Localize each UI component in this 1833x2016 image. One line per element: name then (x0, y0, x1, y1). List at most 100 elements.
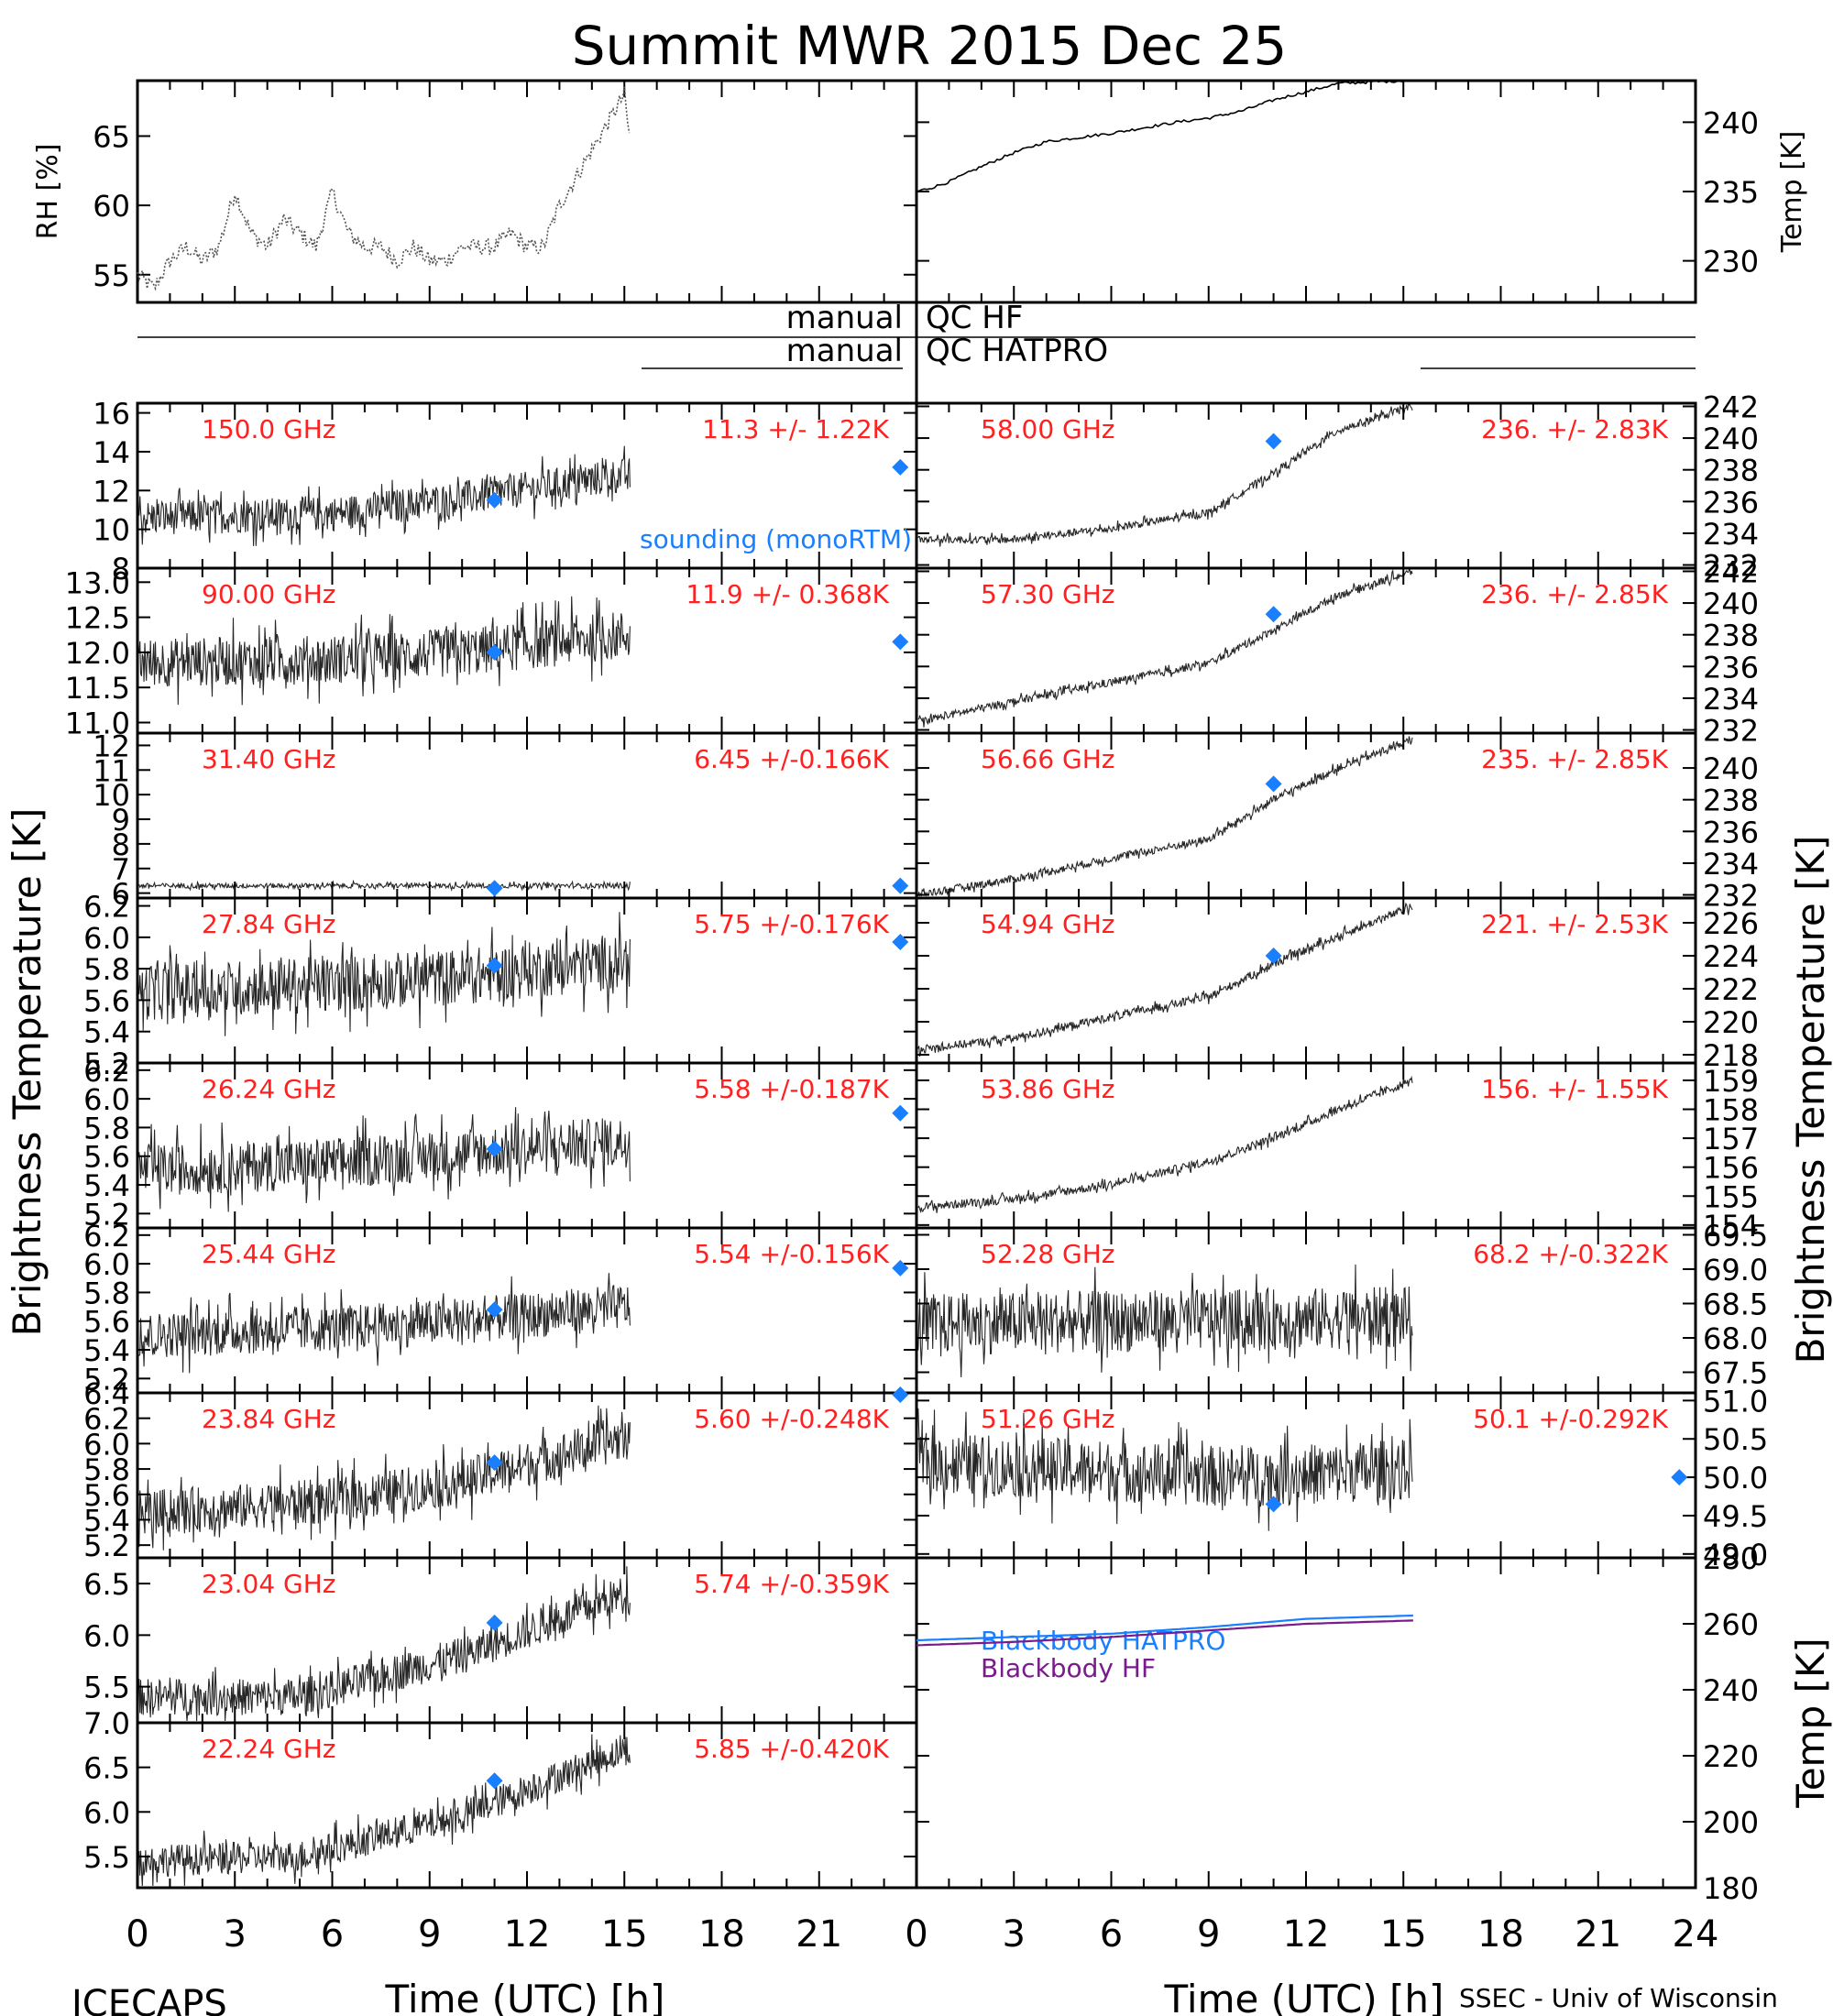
y-tick-label: 240 (1703, 422, 1759, 456)
tb5126-series (917, 1408, 1413, 1531)
tb5228-series (917, 1264, 1413, 1378)
tb5494-channel-label: 54.94 GHz (981, 909, 1115, 939)
y-tick-label: 6.0 (83, 921, 130, 956)
y-tick-label: 5.5 (83, 1840, 130, 1875)
y-tick-label: 230 (1703, 245, 1759, 279)
y-tick-label: 157 (1703, 1122, 1759, 1156)
tb262-channel-label: 26.24 GHz (202, 1074, 336, 1104)
sounding-marker (1265, 1496, 1282, 1513)
y-tick-label: 236 (1703, 650, 1759, 685)
tb5730-series (917, 568, 1413, 728)
y-tick-label: 156 (1703, 1151, 1759, 1186)
y-tick-label: 220 (1703, 1005, 1759, 1040)
panel-tb5126: 49.0 49.550.0 50.551.0 51.26 GHz 50.1 +/-0.2… (915, 1384, 1768, 1572)
tb238-stats-label: 5.60 +/-0.248K (694, 1404, 889, 1434)
y-tick-label: 5.2 (83, 1362, 130, 1397)
y-tick-label: 6.0 (83, 1082, 130, 1117)
sounding-marker (486, 880, 503, 897)
y-tick-label: 6.4 (83, 1376, 130, 1411)
tb5228-stats-label: 68.2 +/-0.322K (1473, 1239, 1668, 1269)
blackbody-frame (915, 1556, 1697, 1890)
y-tick-label: 158 (1703, 1093, 1759, 1128)
tb230-series (138, 1566, 631, 1722)
panel-tb230: 5.5 6.0 6.5 23.04 GHz 5.74 +/-0.359K (83, 1556, 918, 1725)
tb150-stats-label: 11.3 +/- 1.22K (702, 414, 889, 444)
tb238-channel-label: 23.84 GHz (202, 1404, 336, 1434)
y-tick-label: 232 (1703, 714, 1759, 749)
y-tick-label: 11.0 (65, 707, 130, 741)
y-tick-label: 69.0 (1703, 1253, 1768, 1287)
y-tick-label: 234 (1703, 517, 1759, 552)
y-tick-label: 7 (112, 852, 130, 887)
tb230-channel-label: 23.04 GHz (202, 1569, 336, 1599)
tb5126-stats-label: 50.1 +/-0.292K (1473, 1404, 1668, 1434)
y-tick-label: 242 (1703, 389, 1759, 424)
tb90-stats-label: 11.9 +/- 0.368K (686, 579, 889, 609)
y-tick-label: 232 (1703, 549, 1759, 584)
y-tick-label: 6.2 (83, 1402, 130, 1437)
x-tick-label: 24 (1673, 1913, 1719, 1956)
y-tick-label: 10 (93, 513, 130, 548)
y-tick-label: 10 (93, 778, 130, 813)
tb278-series (138, 912, 631, 1036)
sounding-marker (486, 1614, 503, 1631)
y-tick-label: 280 (1703, 1541, 1759, 1576)
tb31-stats-label: 6.45 +/-0.166K (694, 744, 889, 774)
tb262-stats-label: 5.58 +/-0.187K (694, 1074, 889, 1104)
sounding-marker (1265, 948, 1282, 964)
y-tick-label: 50.5 (1703, 1422, 1768, 1457)
y-tick-label: 235 (1703, 175, 1759, 210)
tb254-channel-label: 25.44 GHz (202, 1239, 336, 1269)
x-axis-label-left: Time (UTC) [h] (385, 1977, 665, 2016)
y-tick-label: 155 (1703, 1179, 1759, 1214)
y-tick-label: 218 (1703, 1038, 1759, 1073)
tb5386-series (917, 1075, 1413, 1214)
temp-axis-label: Temp [K] (1776, 131, 1808, 254)
chart-title: Summit MWR 2015 Dec 25 (572, 15, 1288, 77)
sounding-marker (486, 491, 503, 509)
y-tick-label: 6.0 (83, 1618, 130, 1653)
panel-tb254: 5.25.45.65.86.06.2 25.44 GHz 5.54 +/-0.156… (83, 1219, 918, 1397)
panel-tb278: 5.25.45.65.86.06.2 27.84 GHz 5.75 +/-0.176… (83, 890, 918, 1081)
y-tick-label: 5.4 (83, 1333, 130, 1368)
y-tick-label: 68.0 (1703, 1321, 1768, 1356)
tb5800-series (917, 404, 1413, 547)
y-tick-label: 6.2 (83, 1219, 130, 1254)
blackbody-series-0 (916, 1614, 1413, 1642)
y-tick-label: 5.4 (83, 1015, 130, 1050)
tb90-channel-label: 90.00 GHz (202, 579, 336, 609)
y-tick-label: 12.5 (65, 601, 130, 636)
y-tick-label: 11 (93, 753, 130, 788)
x-tick-label: 12 (1283, 1913, 1330, 1956)
y-tick-label: 6.0 (83, 1247, 130, 1282)
tb31-channel-label: 31.40 GHz (202, 744, 336, 774)
x-axis-label-right: Time (UTC) [h] (1164, 1977, 1444, 2016)
tb31-series (138, 879, 631, 893)
tb238-series (138, 1405, 631, 1550)
tb5730-stats-label: 236. +/- 2.85K (1481, 579, 1668, 609)
sounding-marker (1265, 606, 1282, 623)
sounding-marker (1671, 1469, 1688, 1486)
tb278-channel-label: 27.84 GHz (202, 909, 336, 939)
sounding-label: sounding (monoRTM) (640, 524, 912, 554)
tb5666-stats-label: 235. +/- 2.85K (1481, 744, 1668, 774)
sounding-marker (892, 877, 909, 894)
sounding-marker (1265, 433, 1282, 450)
y-tick-label: 222 (1703, 972, 1759, 1007)
footer-right: SSEC - Univ of Wisconsin (1459, 1983, 1778, 2013)
sounding-marker (892, 1104, 909, 1122)
qc-flags: manual QC HF manual QC HATPRO (137, 300, 1696, 403)
qc-hf-left-label: manual (786, 300, 903, 336)
sounding-marker (486, 1772, 503, 1790)
tb5228-channel-label: 52.28 GHz (981, 1239, 1115, 1269)
y-tick-label: 242 (1703, 554, 1759, 589)
tb222-channel-label: 22.24 GHz (202, 1734, 336, 1764)
tb5494-series (917, 902, 1413, 1057)
y-tick-label: 13.0 (65, 565, 130, 600)
y-tick-label: 12 (93, 729, 130, 763)
x-tick-label: 18 (1477, 1913, 1524, 1956)
y-tick-label: 240 (1703, 751, 1759, 786)
qc-hatpro-left-label: manual (786, 333, 903, 369)
x-tick-label: 9 (1197, 1913, 1220, 1956)
